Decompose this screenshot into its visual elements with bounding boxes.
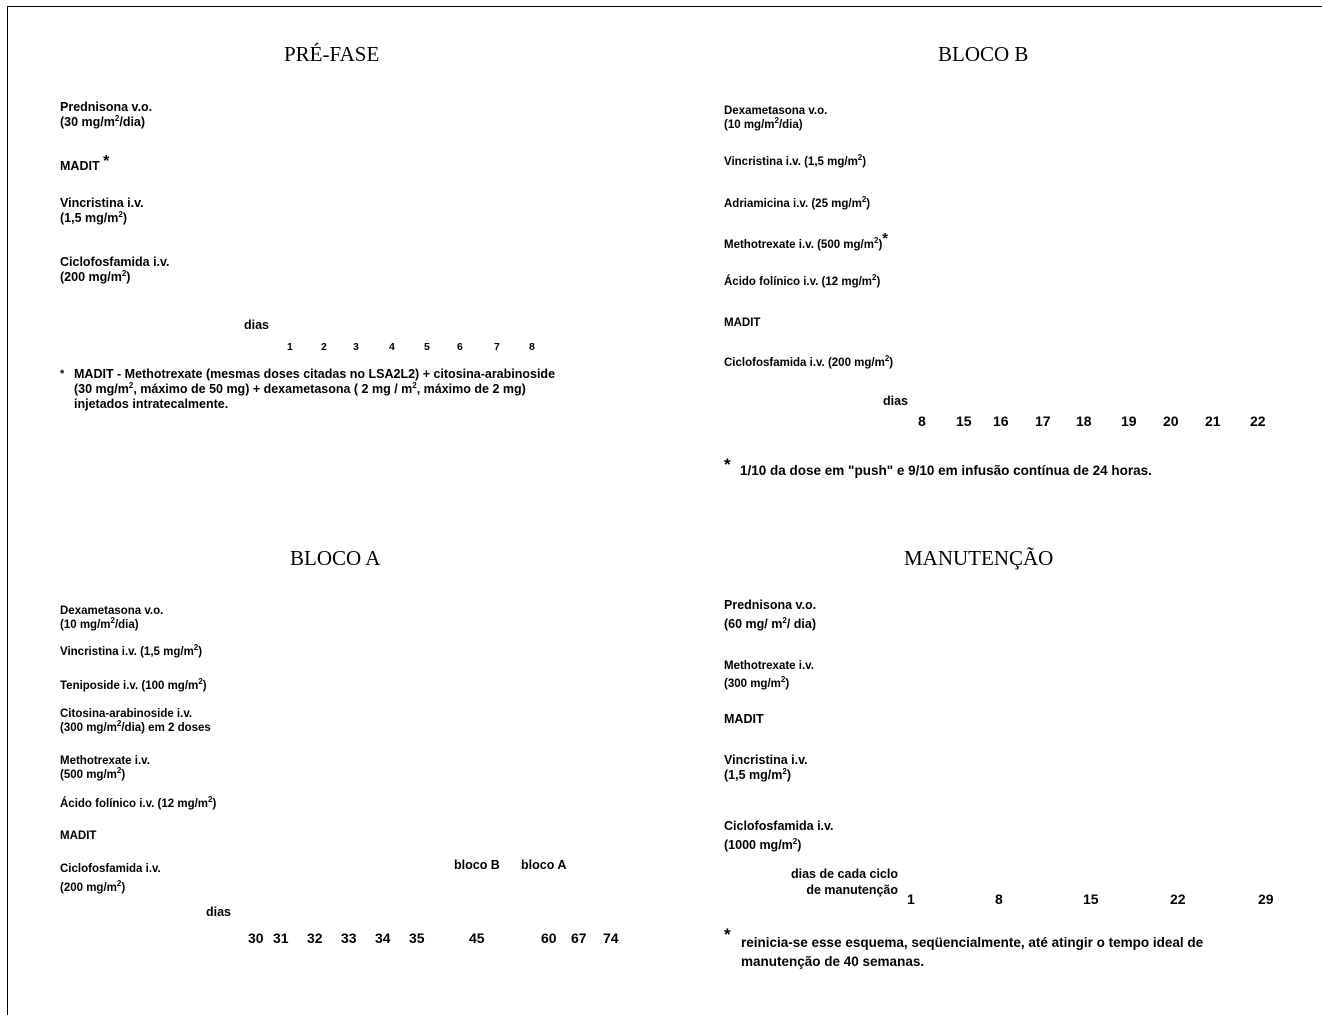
asterisk: * (103, 153, 110, 170)
manut-drug-madit: MADIT (724, 712, 764, 726)
blocoa-drug-madit: MADIT (60, 830, 97, 842)
prefase-footnote: MADIT - Methotrexate (mesmas doses citad… (74, 367, 556, 411)
manut-dias-label: dias de cada ciclo de manutenção (791, 867, 898, 897)
footnote-asterisk: * (60, 368, 65, 380)
manut-footnote: reinicia-se esse esquema, seqüencialment… (741, 935, 1204, 969)
prefase-drug-madit: MADIT * (60, 153, 110, 174)
prefase-drug-vincristina: Vincristina i.v. (1,5 mg/m2) (60, 196, 144, 225)
blocoa-drug-citosina: Citosina-arabinoside i.v. (300 mg/m2/dia… (60, 708, 211, 734)
day-label: 35 (409, 930, 425, 946)
day-label: 1 (907, 891, 915, 907)
day-label: 22 (1250, 413, 1266, 429)
day-label: 34 (375, 930, 391, 946)
day-label: 16 (993, 413, 1009, 429)
blocoa-drug-acido-folinico: Ácido folínico i.v. (12 mg/m2) (60, 795, 217, 810)
day-label: 19 (1121, 413, 1137, 429)
day-label: 3 (353, 341, 359, 353)
prefase-title: PRÉ-FASE (284, 42, 380, 66)
bloco-a-marker: bloco A (521, 858, 567, 872)
blocob-drug-ciclofosfamida: Ciclofosfamida i.v. (200 mg/m2) (724, 354, 894, 369)
day-label: 4 (389, 341, 395, 353)
day-label: 20 (1163, 413, 1179, 429)
footnote-asterisk: * (724, 925, 731, 944)
blocoa-drug-dexametasona: Dexametasona v.o. (10 mg/m2/dia) (60, 605, 164, 631)
footnote-asterisk: * (724, 455, 731, 474)
blocoa-drug-teniposide: Teniposide i.v. (100 mg/m2) (60, 677, 207, 692)
manut-drug-ciclofosfamida: Ciclofosfamida i.v. (1000 mg/m2) (724, 819, 834, 852)
day-label: 6 (457, 341, 463, 353)
blocob-dias-label: dias (883, 394, 909, 408)
day-label: 45 (469, 930, 485, 946)
day-label: 31 (273, 930, 289, 946)
blocob-drug-madit: MADIT (724, 317, 761, 329)
blocob-drug-adriamicina: Adriamicina i.v. (25 mg/m2) (724, 195, 871, 210)
day-label: 8 (995, 891, 1003, 907)
blocob-drug-vincristina: Vincristina i.v. (1,5 mg/m2) (724, 153, 867, 168)
day-label: 67 (571, 930, 587, 946)
blocoa-drug-vincristina: Vincristina i.v. (1,5 mg/m2) (60, 643, 203, 658)
page-frame (7, 6, 1322, 1015)
day-label: 32 (307, 930, 323, 946)
bloco-b-marker: bloco B (454, 858, 500, 872)
asterisk: * (882, 230, 889, 247)
manut-title: MANUTENÇÃO (904, 546, 1054, 570)
manut-drug-prednisona: Prednisona v.o. (60 mg/ m2/ dia) (724, 598, 817, 631)
day-label: 1 (287, 341, 293, 353)
day-label: 22 (1170, 891, 1186, 907)
manut-drug-methotrexate: Methotrexate i.v. (300 mg/m2) (724, 660, 814, 690)
blocoa-drug-ciclofosfamida: Ciclofosfamida i.v. (200 mg/m2) (60, 863, 161, 894)
day-label: 74 (603, 930, 619, 946)
prefase-drug-ciclofosfamida: Ciclofosfamida i.v. (200 mg/m2) (60, 255, 170, 284)
day-label: 33 (341, 930, 357, 946)
day-label: 2 (321, 341, 327, 353)
day-label: 21 (1205, 413, 1221, 429)
day-label: 8 (918, 413, 926, 429)
day-label: 30 (248, 930, 264, 946)
manut-drug-vincristina: Vincristina i.v. (1,5 mg/m2) (724, 753, 808, 782)
blocoa-dias-label: dias (206, 905, 232, 919)
day-label: 15 (956, 413, 972, 429)
day-label: 17 (1035, 413, 1051, 429)
blocob-drug-methotrexate: Methotrexate i.v. (500 mg/m2)* (724, 230, 889, 251)
blocoa-drug-methotrexate: Methotrexate i.v. (500 mg/m2) (60, 755, 150, 781)
blocob-title: BLOCO B (938, 42, 1029, 66)
day-label: 29 (1258, 891, 1274, 907)
prefase-dias-label: dias (244, 318, 270, 332)
day-label: 7 (494, 341, 500, 353)
day-label: 15 (1083, 891, 1099, 907)
day-label: 18 (1076, 413, 1092, 429)
blocob-footnote: 1/10 da dose em "push" e 9/10 em infusão… (740, 463, 1152, 478)
blocoa-title: BLOCO A (290, 546, 381, 570)
prefase-drug-prednisona: Prednisona v.o. (30 mg/m2/dia) (60, 100, 153, 129)
blocob-drug-dexametasona: Dexametasona v.o. (10 mg/m2/dia) (724, 105, 828, 131)
blocob-drug-acido-folinico: Ácido folínico i.v. (12 mg/m2) (724, 273, 881, 288)
day-label: 60 (541, 930, 557, 946)
day-label: 8 (529, 341, 535, 353)
day-label: 5 (424, 341, 430, 353)
